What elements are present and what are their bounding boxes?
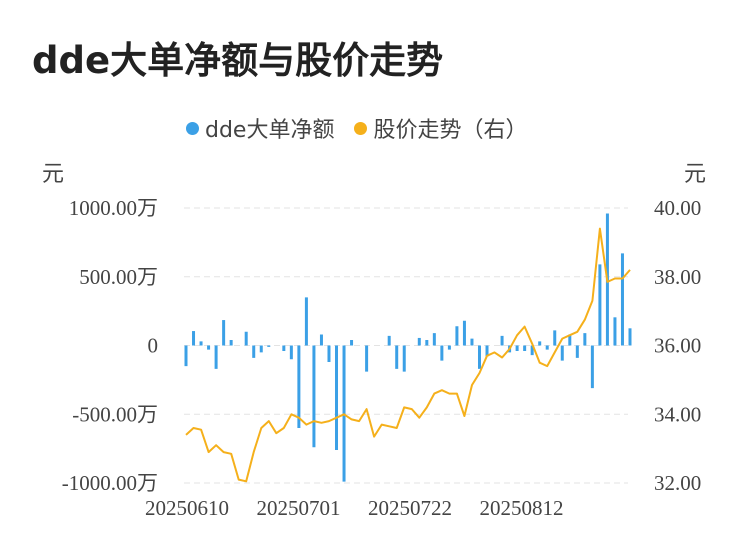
dde-bar xyxy=(447,345,451,350)
left-y-tick-label: -1000.00万 xyxy=(62,471,158,495)
right-y-tick-label: 32.00 xyxy=(654,471,701,495)
legend-label-price: 股价走势（右） xyxy=(373,118,528,143)
dde-bar xyxy=(267,345,271,347)
dde-bar xyxy=(327,345,331,362)
dde-bar xyxy=(500,335,504,346)
dde-bar xyxy=(515,345,519,351)
left-y-tick-label: 1000.00万 xyxy=(69,196,158,220)
x-tick-label: 20250812 xyxy=(480,496,564,520)
right-y-tick-label: 40.00 xyxy=(654,196,701,220)
dde-bar xyxy=(417,337,421,346)
dde-bar xyxy=(530,345,534,356)
dde-bar xyxy=(523,345,527,351)
dde-bar xyxy=(297,345,301,428)
dde-bar xyxy=(568,334,572,346)
legend-label-dde: dde大单净额 xyxy=(205,118,335,143)
x-tick-label: 20250610 xyxy=(145,496,229,520)
dde-bar xyxy=(350,340,354,346)
dde-bar xyxy=(387,335,391,346)
legend-marker-price xyxy=(354,121,368,135)
left-y-tick-label: 500.00万 xyxy=(79,265,158,289)
x-tick-label: 20250722 xyxy=(368,496,452,520)
left-y-tick-label: 0 xyxy=(148,334,159,358)
dde-bar xyxy=(470,338,474,346)
right-axis-unit: 元 xyxy=(684,162,707,187)
dde-bar xyxy=(620,253,624,346)
dde-bar xyxy=(312,345,316,448)
dde-bar xyxy=(259,345,263,353)
left-y-axis-labels: 1000.00万 500.00万 0 -500.00万 -1000.00万 xyxy=(62,196,158,495)
x-tick-label: 20250701 xyxy=(257,496,341,520)
legend-item-dde[interactable]: dde大单净额 xyxy=(186,112,334,144)
dde-bar xyxy=(192,331,196,346)
left-y-tick-label: -500.00万 xyxy=(72,402,158,426)
dde-bar xyxy=(319,334,323,346)
dde-bar xyxy=(560,345,564,361)
dde-bar xyxy=(432,333,436,346)
right-y-tick-label: 38.00 xyxy=(654,265,701,289)
right-y-tick-label: 36.00 xyxy=(654,334,701,358)
dde-bar xyxy=(485,345,489,357)
dde-bar xyxy=(583,333,587,346)
dde-bar xyxy=(553,330,557,346)
price-line xyxy=(185,227,631,483)
dde-bar xyxy=(545,345,549,350)
grid-lines xyxy=(184,207,628,484)
dde-bar xyxy=(575,345,579,358)
dde-bar xyxy=(440,345,444,361)
dde-bar xyxy=(304,297,308,346)
dde-bar xyxy=(244,331,248,346)
dde-bar xyxy=(199,341,203,346)
price-line-series xyxy=(185,227,631,483)
dde-bar xyxy=(335,345,339,450)
dde-bar xyxy=(628,328,632,346)
legend-marker-dde xyxy=(186,121,199,135)
right-y-tick-label: 34.00 xyxy=(654,402,701,426)
dde-bar xyxy=(207,345,211,350)
dde-bar xyxy=(455,326,459,346)
left-axis-unit: 元 xyxy=(42,162,65,187)
dde-bar xyxy=(402,345,406,372)
dde-bar xyxy=(590,345,594,389)
chart-title: dde大单净额与股价走势 xyxy=(32,39,444,82)
right-y-axis-labels: 40.00 38.00 36.00 34.00 32.00 xyxy=(654,196,701,495)
dde-bar xyxy=(613,317,617,346)
dde-bar xyxy=(229,340,233,346)
legend-item-price[interactable]: 股价走势（右） xyxy=(354,112,527,144)
x-axis-labels: 20250610 20250701 20250722 20250812 xyxy=(145,496,564,520)
dde-bar xyxy=(282,345,286,351)
dde-bar xyxy=(395,345,399,369)
dde-bar xyxy=(477,345,481,369)
dde-bar xyxy=(425,340,429,346)
dde-bar xyxy=(365,345,369,372)
dde-bar xyxy=(462,320,466,346)
dde-bar xyxy=(184,345,188,367)
legend: dde大单净额 股价走势（右） xyxy=(186,112,547,144)
dde-bar xyxy=(222,320,226,346)
dde-bar xyxy=(538,341,542,346)
dde-bar xyxy=(289,345,293,360)
dde-bar-series xyxy=(184,213,632,482)
dde-bar xyxy=(214,345,218,369)
dde-bar xyxy=(252,345,256,358)
dde-bar xyxy=(598,264,602,346)
